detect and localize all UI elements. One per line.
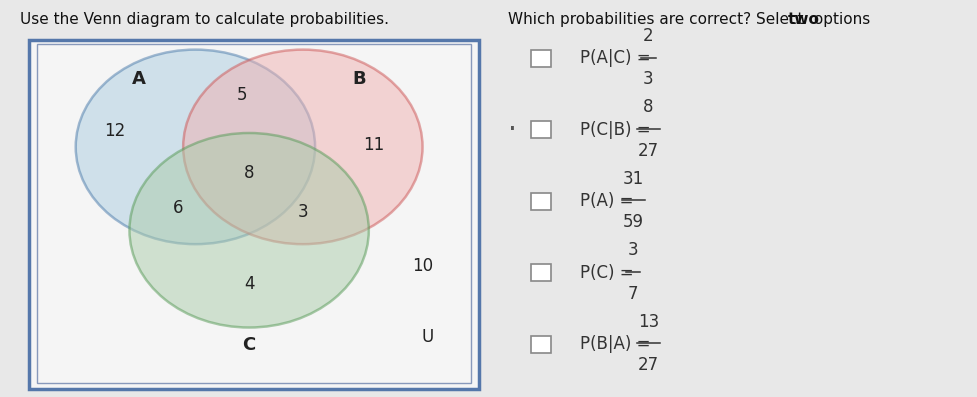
Text: options: options <box>809 12 871 27</box>
Text: U: U <box>421 328 434 347</box>
FancyBboxPatch shape <box>531 50 551 67</box>
FancyBboxPatch shape <box>531 336 551 353</box>
Text: 10: 10 <box>412 257 433 275</box>
Text: P(A) =: P(A) = <box>579 192 638 210</box>
Text: P(B|A) =: P(B|A) = <box>579 335 656 353</box>
Circle shape <box>76 50 315 244</box>
FancyBboxPatch shape <box>531 193 551 210</box>
Text: 12: 12 <box>105 122 125 140</box>
Text: 8: 8 <box>244 164 254 182</box>
Text: 3: 3 <box>628 241 638 259</box>
Text: ·: · <box>508 116 517 144</box>
Text: 8: 8 <box>643 98 654 116</box>
Text: P(C|B) =: P(C|B) = <box>579 121 656 139</box>
Text: A: A <box>132 70 147 89</box>
Text: 3: 3 <box>298 203 308 222</box>
Text: Which probabilities are correct? Select: Which probabilities are correct? Select <box>508 12 808 27</box>
FancyBboxPatch shape <box>29 40 479 389</box>
Text: 27: 27 <box>638 142 658 160</box>
Text: 2: 2 <box>643 27 654 45</box>
Text: 31: 31 <box>622 170 644 188</box>
Text: 5: 5 <box>236 86 247 104</box>
Text: 13: 13 <box>638 312 659 331</box>
Text: C: C <box>242 336 256 355</box>
Circle shape <box>183 50 422 244</box>
Text: two: two <box>787 12 820 27</box>
Text: 3: 3 <box>643 70 654 89</box>
Text: 7: 7 <box>628 285 638 303</box>
Text: P(A|C) =: P(A|C) = <box>579 49 656 67</box>
FancyBboxPatch shape <box>531 121 551 138</box>
Text: B: B <box>353 70 365 89</box>
Text: 6: 6 <box>173 199 184 218</box>
Text: Use the Venn diagram to calculate probabilities.: Use the Venn diagram to calculate probab… <box>20 12 389 27</box>
Text: 59: 59 <box>622 213 644 231</box>
FancyBboxPatch shape <box>531 264 551 281</box>
Text: 11: 11 <box>363 136 384 154</box>
Text: 4: 4 <box>244 275 254 293</box>
Text: P(C) =: P(C) = <box>579 264 639 282</box>
Text: 27: 27 <box>638 356 658 374</box>
Circle shape <box>129 133 369 328</box>
